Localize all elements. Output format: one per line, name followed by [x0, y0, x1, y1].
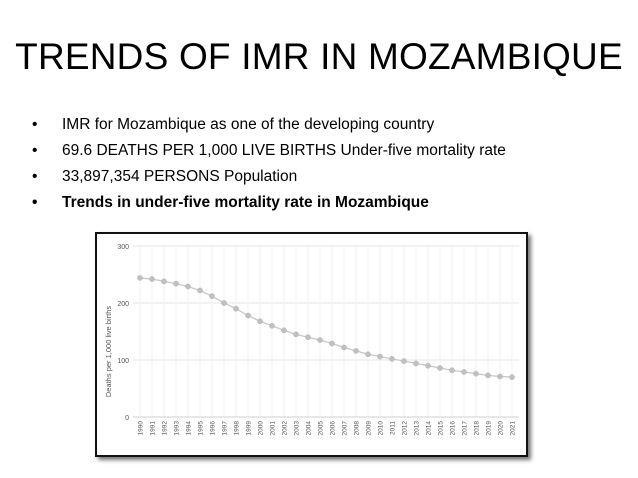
- series-line: [139, 277, 513, 378]
- data-point: [281, 327, 287, 334]
- data-point: [257, 318, 263, 325]
- data-point: [197, 287, 203, 294]
- x-tick-label: 1999: [246, 421, 253, 436]
- data-point: [233, 305, 239, 312]
- data-point: [353, 348, 359, 354]
- data-point: [341, 344, 347, 351]
- x-tick-label: 2009: [366, 421, 373, 436]
- x-tick-label: 2017: [462, 421, 469, 436]
- x-tick-label: 2007: [342, 421, 349, 436]
- data-point: [365, 351, 371, 358]
- data-point: [209, 293, 215, 300]
- bullet-text: Trends in under-five mortality rate in M…: [62, 194, 429, 211]
- x-tick-label: 2014: [426, 421, 433, 436]
- bullet-dot-icon: •: [32, 142, 38, 159]
- data-point: [485, 372, 491, 379]
- data-point: [425, 362, 431, 369]
- data-point: [317, 337, 323, 343]
- x-tick-label: 2020: [498, 421, 505, 436]
- bullet-item: • Trends in under-five mortality rate in…: [32, 190, 506, 216]
- mortality-chart: 0 100 200 300 Deaths per 1,000 live births 19…: [104, 244, 519, 436]
- y-tick-label: 200: [117, 301, 129, 308]
- x-tick-label: 2002: [282, 421, 289, 436]
- x-tick-label: 2019: [486, 421, 493, 436]
- x-tick-label: 2015: [438, 421, 445, 436]
- data-point: [221, 300, 227, 306]
- x-tick-label: 2006: [330, 421, 337, 436]
- data-point: [173, 280, 179, 287]
- x-tick-label: 2018: [474, 421, 481, 436]
- data-point: [437, 365, 443, 371]
- y-tick-label: 100: [117, 358, 129, 365]
- data-point: [401, 358, 407, 364]
- bullet-text: 69.6 DEATHS PER 1,000 LIVE BIRTHS Under-…: [62, 142, 506, 159]
- x-tick-label: 2012: [402, 421, 409, 436]
- x-tick-label: 2013: [414, 421, 421, 436]
- x-tick-label: 2016: [450, 421, 457, 436]
- x-tick-label: 1995: [198, 421, 205, 436]
- x-tick-label: 1997: [222, 421, 229, 436]
- data-point: [161, 278, 167, 285]
- x-tick-label: 1992: [162, 421, 169, 436]
- data-point: [509, 374, 515, 380]
- y-tick-label: 0: [125, 415, 129, 422]
- data-point: [329, 340, 335, 347]
- data-point: [137, 275, 143, 281]
- data-point: [245, 312, 251, 319]
- x-tick-label: 2008: [354, 421, 361, 436]
- x-tick-label: 2001: [270, 421, 277, 436]
- bullet-dot-icon: •: [32, 168, 38, 185]
- y-axis-label: Deaths per 1,000 live births: [104, 306, 113, 398]
- x-tick-label: 1996: [210, 421, 217, 436]
- x-tick-label: 2021: [510, 421, 517, 436]
- x-tick-label: 1994: [186, 421, 193, 436]
- x-tick-label: 1990: [138, 421, 145, 436]
- data-point: [149, 276, 155, 282]
- x-tick-label: 2010: [378, 421, 385, 436]
- data-point: [461, 369, 467, 375]
- bullet-text: IMR for Mozambique as one of the develop…: [62, 116, 435, 133]
- data-point: [497, 373, 503, 380]
- data-point: [305, 334, 311, 341]
- bullet-dot-icon: •: [32, 194, 38, 211]
- bullet-item: • IMR for Mozambique as one of the devel…: [32, 112, 506, 138]
- data-point: [449, 367, 455, 374]
- x-tick-label: 2003: [294, 421, 301, 436]
- x-tick-label: 2004: [306, 421, 313, 436]
- bullet-dot-icon: •: [32, 116, 38, 133]
- chart-frame: 0 100 200 300 Deaths per 1,000 live births 19…: [95, 232, 528, 457]
- data-point: [293, 331, 299, 338]
- data-point: [269, 322, 275, 329]
- x-tick-label: 1991: [150, 421, 157, 436]
- x-tick-label: 2000: [258, 421, 265, 436]
- y-tick-label: 300: [117, 244, 129, 251]
- data-point: [389, 356, 395, 362]
- x-tick-label: 2011: [390, 421, 397, 435]
- bullet-item: • 33,897,354 PERSONS Population: [32, 164, 506, 190]
- data-point: [413, 360, 419, 367]
- data-point: [185, 283, 191, 290]
- x-tick-label: 1998: [234, 421, 241, 436]
- x-tick-label: 1993: [174, 421, 181, 436]
- bullet-list: • IMR for Mozambique as one of the devel…: [32, 112, 506, 216]
- x-tick-label: 2005: [318, 421, 325, 436]
- data-point: [473, 370, 479, 377]
- data-point: [377, 353, 383, 360]
- bullet-text: 33,897,354 PERSONS Population: [62, 168, 298, 185]
- slide-title: TRENDS OF IMR IN MOZAMBIQUE: [15, 36, 623, 77]
- bullet-item: • 69.6 DEATHS PER 1,000 LIVE BIRTHS Unde…: [32, 138, 506, 164]
